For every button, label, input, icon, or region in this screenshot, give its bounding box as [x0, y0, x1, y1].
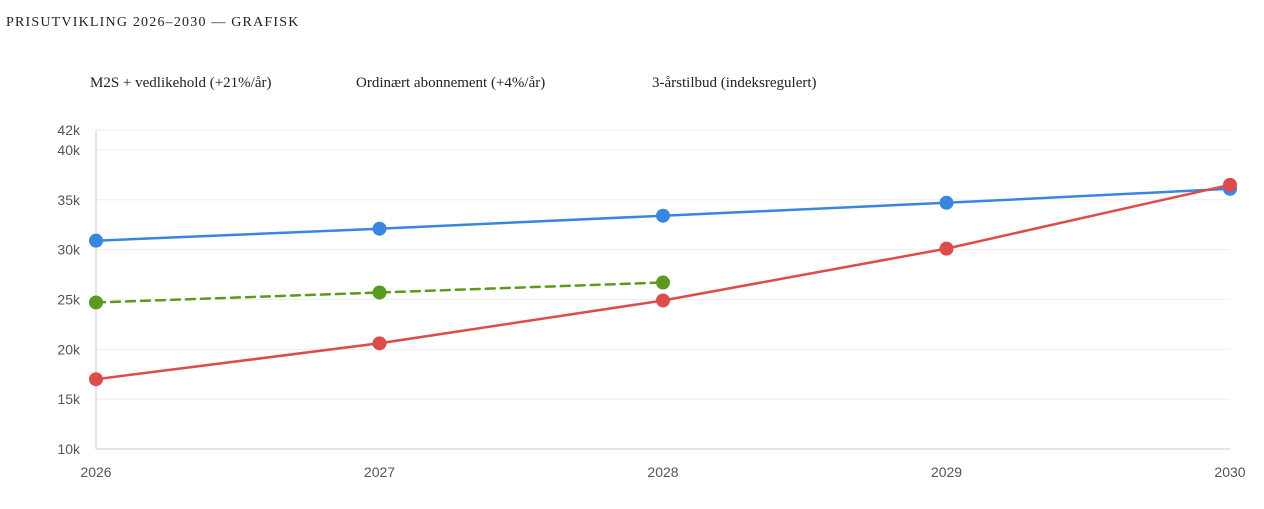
y-tick-label: 30k: [57, 242, 81, 258]
x-tick-label: 2028: [647, 464, 678, 480]
data-point-offer[interactable]: [656, 275, 670, 290]
y-tick-label: 35k: [57, 192, 81, 208]
x-tick-label: 2026: [80, 464, 111, 480]
data-point-m2s[interactable]: [939, 241, 954, 256]
legend-item-three-year-offer[interactable]: 3-årstilbud (indeksregulert): [652, 75, 817, 91]
data-point-ordinary[interactable]: [89, 233, 103, 248]
chart-legend: M2S + vedlikehold (+21%/år) Ordinært abo…: [0, 75, 1264, 99]
y-tick-label: 40k: [57, 142, 81, 158]
points-layer: [89, 177, 1237, 387]
data-point-m2s[interactable]: [1223, 177, 1237, 192]
legend-item-m2s[interactable]: M2S + vedlikehold (+21%/år): [90, 75, 272, 91]
legend-item-ordinary-subscription[interactable]: Ordinært abonnement (+4%/år): [356, 75, 546, 91]
data-point-m2s[interactable]: [89, 372, 103, 387]
y-tick-label: 15k: [57, 391, 81, 407]
data-point-offer[interactable]: [372, 285, 387, 300]
y-tick-label: 42k: [57, 122, 81, 138]
data-point-m2s[interactable]: [656, 293, 670, 308]
y-tick-label: 10k: [57, 441, 81, 457]
y-tick-label: 25k: [57, 291, 81, 307]
data-point-ordinary[interactable]: [939, 195, 954, 210]
data-point-ordinary[interactable]: [372, 221, 387, 236]
y-tick-label: 20k: [57, 341, 81, 357]
page-title: PRISUTVIKLING 2026–2030 — GRAFISK: [6, 15, 300, 30]
data-point-offer[interactable]: [89, 295, 103, 310]
grid-layer: [96, 129, 1230, 400]
x-tick-label: 2029: [931, 464, 962, 480]
x-tick-label: 2027: [364, 464, 395, 480]
series-line-offer: [94, 281, 665, 304]
data-point-ordinary[interactable]: [656, 208, 670, 223]
x-tick-label: 2030: [1214, 464, 1245, 480]
axis-layer: 10k 15k 20k 25k 30k 35k 40k 42k 2026 2027 2028 2029…: [57, 122, 1245, 480]
data-point-m2s[interactable]: [372, 336, 387, 351]
